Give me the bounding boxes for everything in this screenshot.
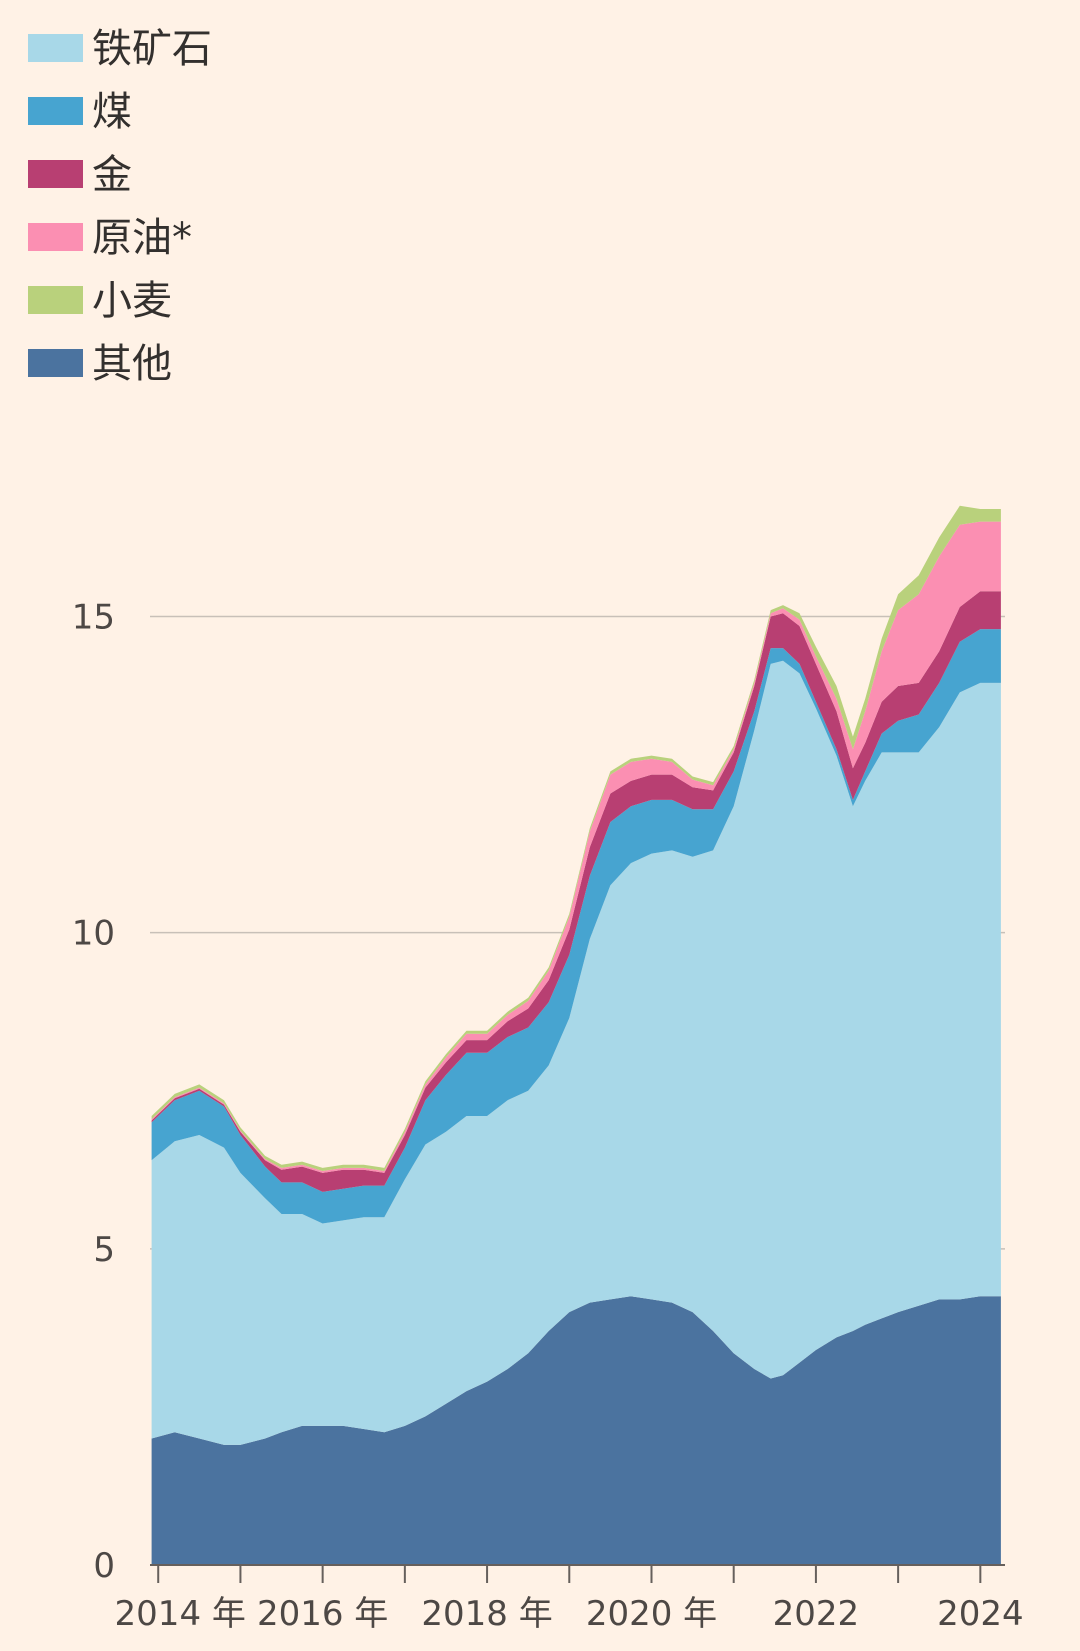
legend-label-other: 其他 [92, 341, 172, 387]
legend-label-wheat: 小麦 [92, 278, 172, 324]
legend-label-iron_ore: 铁矿石 [92, 26, 212, 72]
y-tick-labels: 0 5 10 15 [72, 597, 115, 1586]
y-tick-label-5: 5 [93, 1230, 115, 1270]
y-tick-label-10: 10 [72, 914, 115, 954]
x-tick-label-2024: 2024 [937, 1594, 1024, 1634]
legend-label-coal: 煤 [92, 89, 132, 135]
x-tick-label-2022: 2022 [773, 1594, 860, 1634]
x-tick-label-2014: 2014 年 [115, 1594, 246, 1634]
legend-label-crude: 原油* [92, 215, 192, 261]
area-coal [151, 629, 1001, 1224]
area-other [151, 1296, 1001, 1565]
y-tick-label-15: 15 [72, 597, 115, 637]
legend-swatch-iron_ore [28, 34, 83, 62]
legend-label-gold: 金 [92, 152, 132, 198]
legend-swatch-gold [28, 160, 83, 188]
area-iron_ore [151, 660, 1001, 1445]
x-tick-label-2016: 2016 年 [257, 1594, 388, 1634]
legend-swatch-other [28, 349, 83, 377]
x-axis: 2014 年 2016 年 2018 年 2020 年 2022 2024 [115, 1564, 1024, 1634]
legend-swatch-wheat [28, 286, 83, 314]
x-tick-label-2018: 2018 年 [421, 1594, 552, 1634]
legend-swatch-coal [28, 97, 83, 125]
y-tick-label-0: 0 [93, 1546, 115, 1586]
area-series [151, 505, 1001, 1565]
legend-swatch-crude [28, 223, 83, 251]
x-tick-label-2020: 2020 年 [586, 1594, 717, 1634]
